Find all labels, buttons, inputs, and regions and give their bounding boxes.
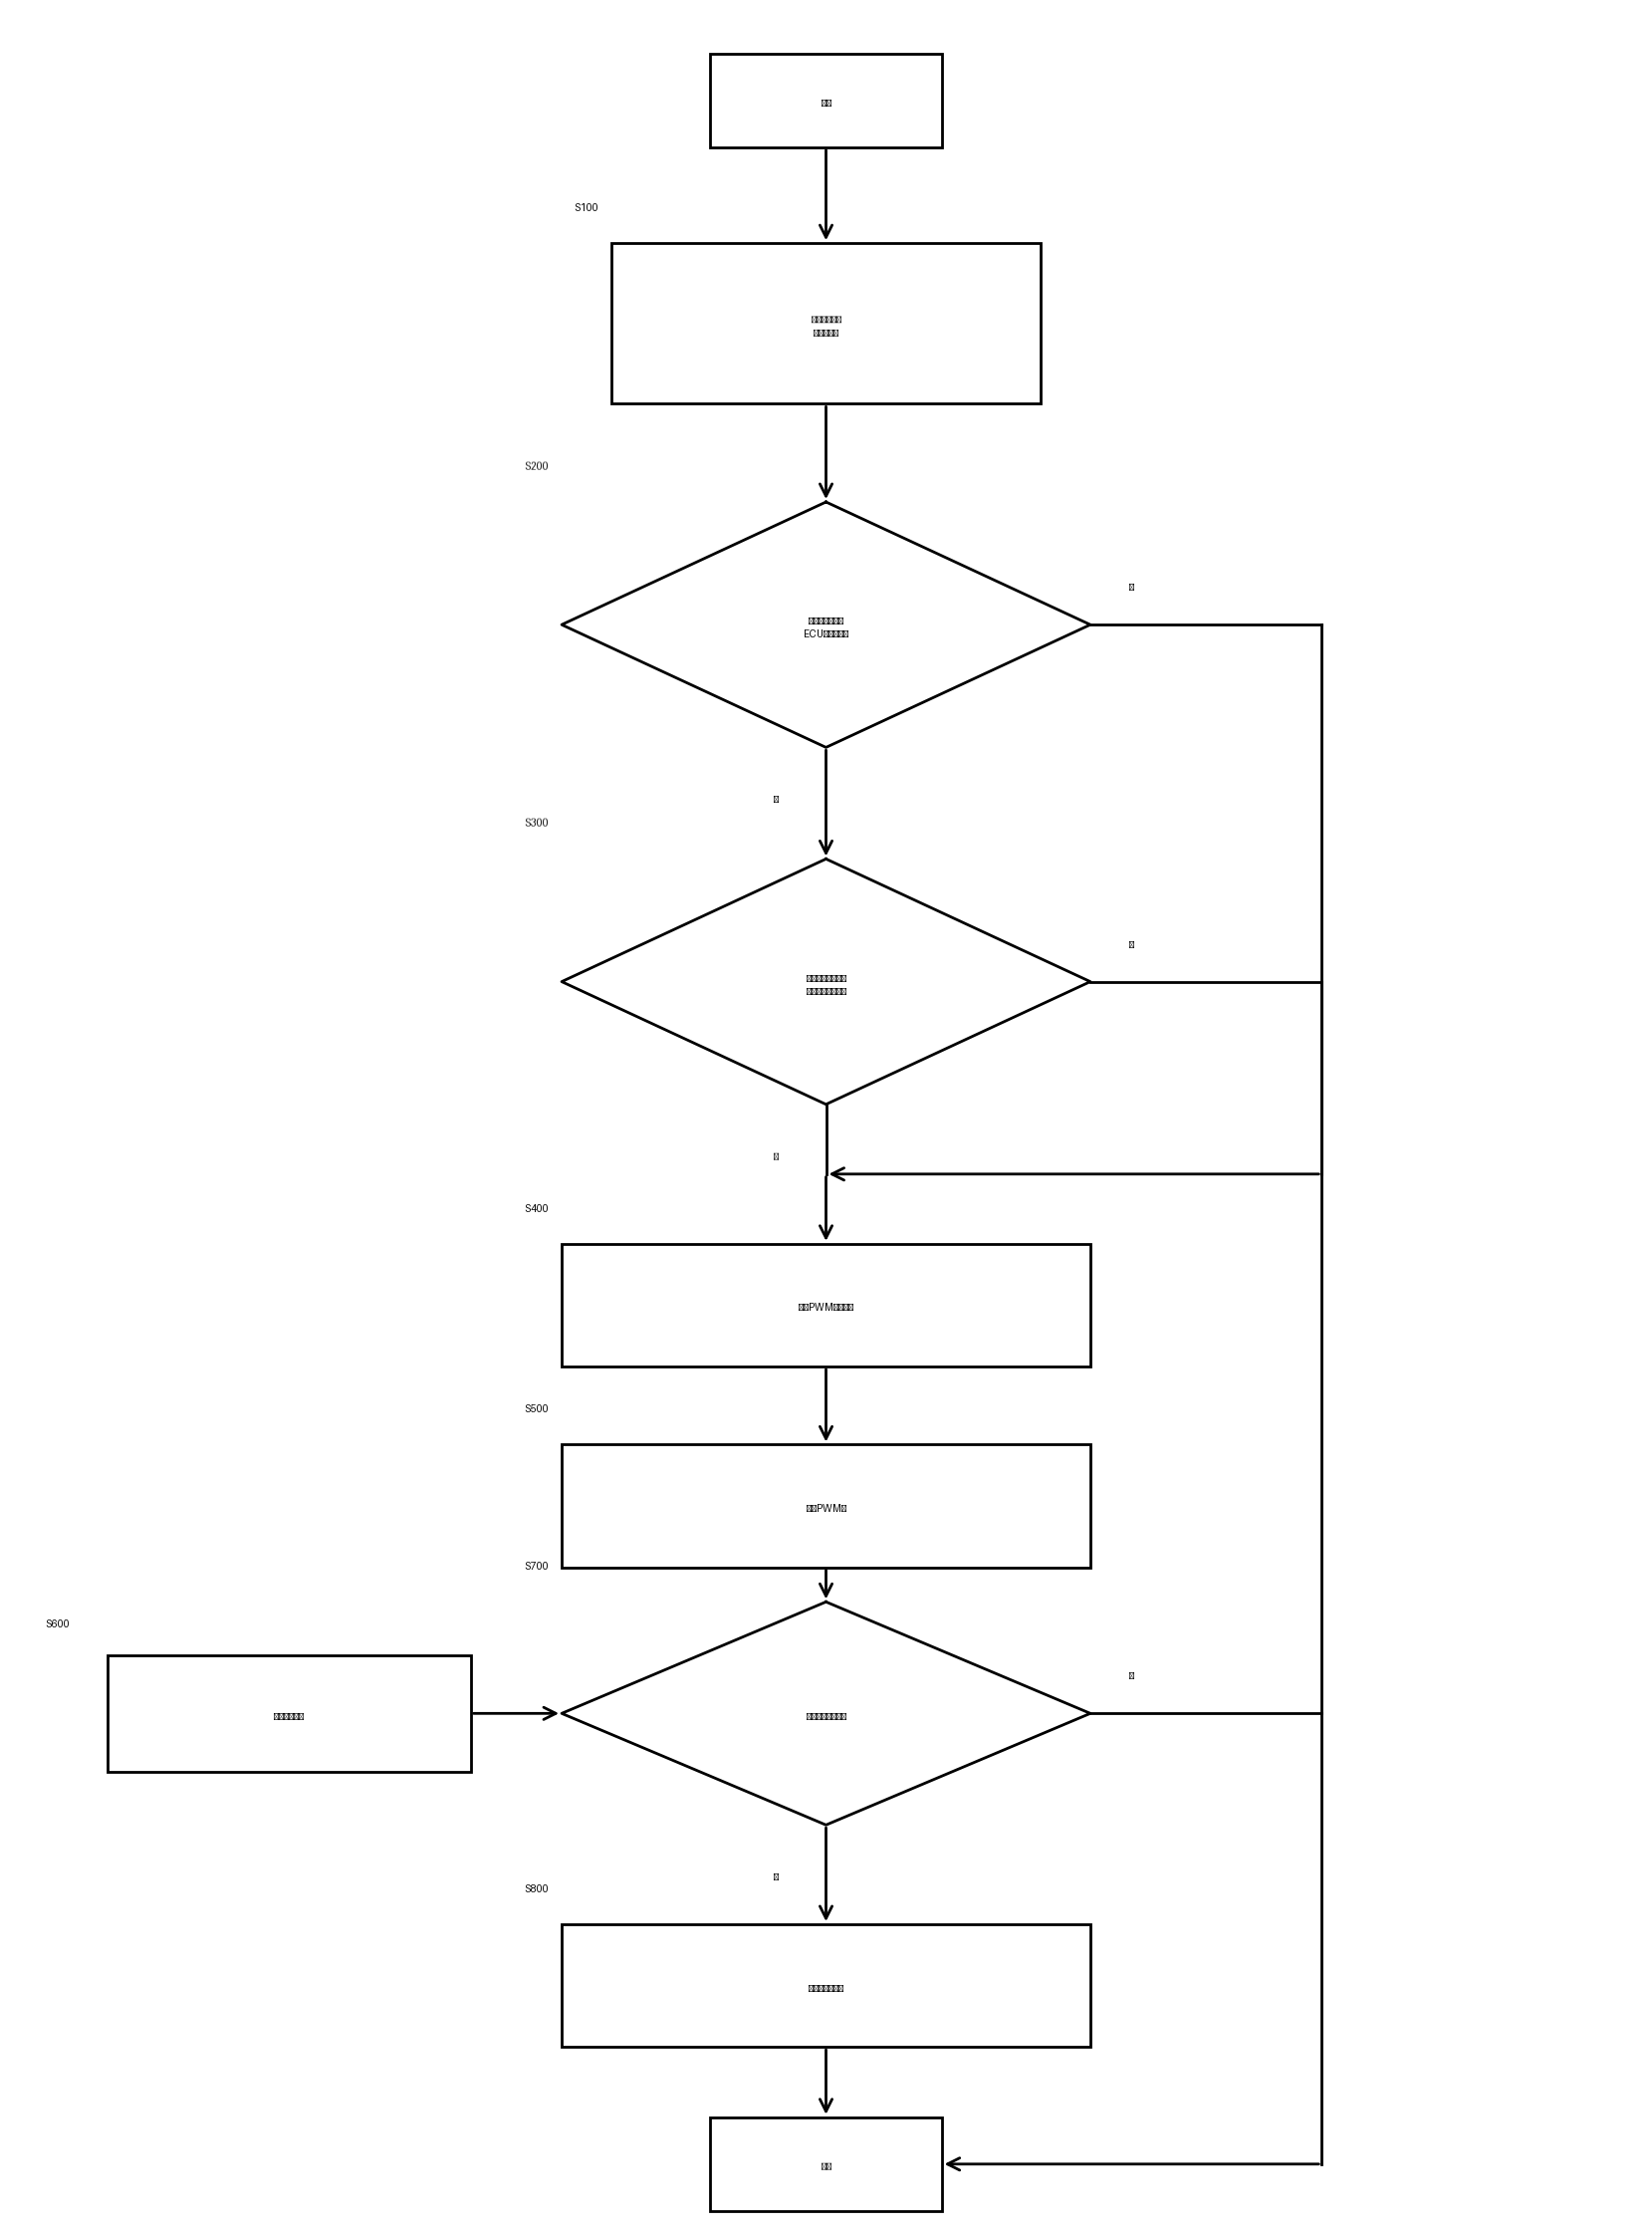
- FancyBboxPatch shape: [710, 2117, 942, 2211]
- FancyBboxPatch shape: [562, 1245, 1090, 1365]
- FancyBboxPatch shape: [562, 1923, 1090, 2048]
- FancyBboxPatch shape: [611, 243, 1041, 404]
- FancyBboxPatch shape: [107, 1655, 471, 1771]
- FancyBboxPatch shape: [710, 54, 942, 147]
- FancyBboxPatch shape: [562, 1446, 1090, 1566]
